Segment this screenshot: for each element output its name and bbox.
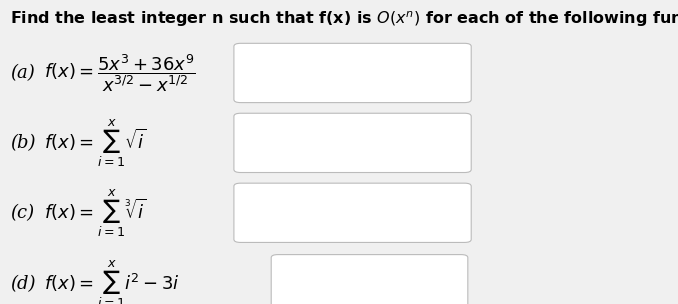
Text: $f(x) = \sum_{i=1}^{x} \sqrt[3]{i}$: $f(x) = \sum_{i=1}^{x} \sqrt[3]{i}$	[44, 187, 147, 239]
FancyBboxPatch shape	[271, 255, 468, 304]
Text: Find the least integer n such that f(x) is $O(x^n)$ for each of the following fu: Find the least integer n such that f(x) …	[10, 9, 678, 29]
Text: $f(x) = \dfrac{5x^3+36x^9}{x^{3/2}-x^{1/2}}$: $f(x) = \dfrac{5x^3+36x^9}{x^{3/2}-x^{1/…	[44, 52, 196, 94]
Text: (d): (d)	[10, 275, 36, 293]
Text: (c): (c)	[10, 204, 35, 222]
FancyBboxPatch shape	[234, 183, 471, 243]
FancyBboxPatch shape	[234, 43, 471, 103]
Text: (a): (a)	[10, 64, 35, 82]
Text: $f(x) = \sum_{i=1}^{x} \sqrt{i}$: $f(x) = \sum_{i=1}^{x} \sqrt{i}$	[44, 117, 146, 169]
Text: (b): (b)	[10, 134, 36, 152]
FancyBboxPatch shape	[234, 113, 471, 173]
Text: $f(x) = \sum_{i=1}^{x} i^2 - 3i$: $f(x) = \sum_{i=1}^{x} i^2 - 3i$	[44, 258, 180, 304]
